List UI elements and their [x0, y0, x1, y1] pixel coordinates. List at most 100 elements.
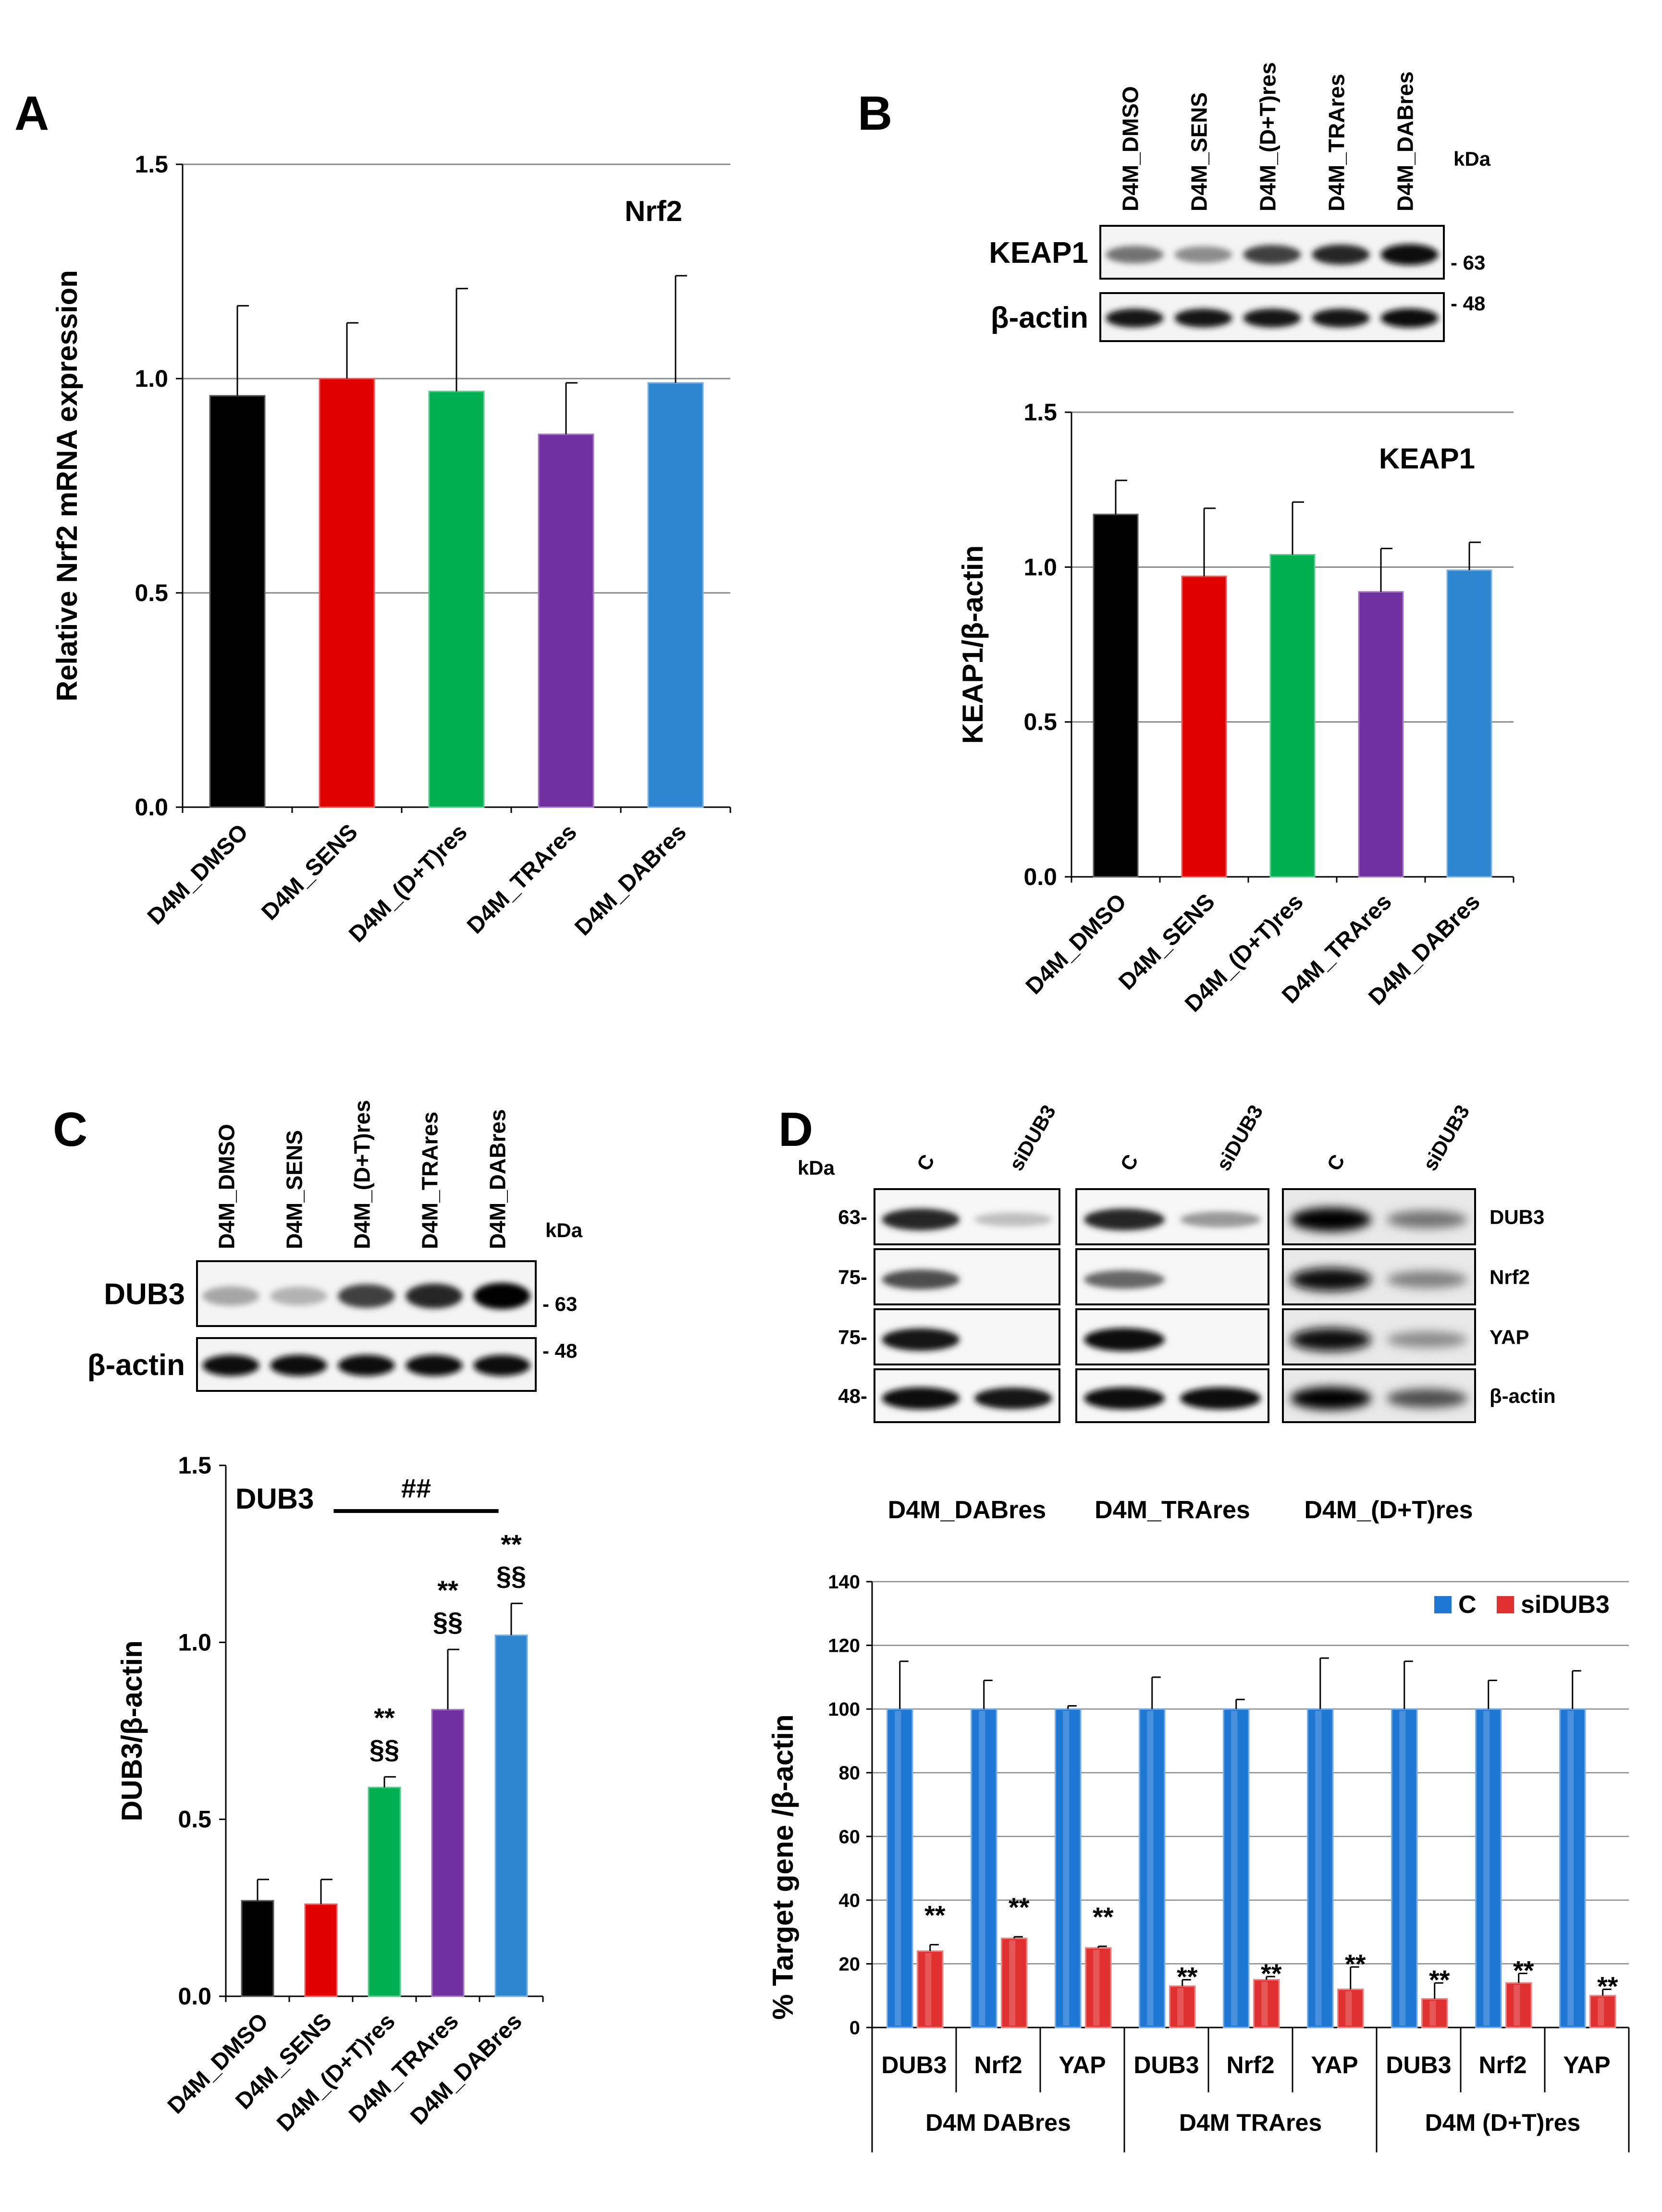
- kda-header: kDa: [545, 1219, 583, 1241]
- x-tick-label: Nrf2: [974, 2052, 1022, 2078]
- y-axis-label: KEAP1/β-actin: [957, 545, 989, 744]
- x-tick-label: D4M_DMSO: [143, 819, 253, 930]
- group-label: D4M_TRAres: [1095, 1496, 1250, 1524]
- bar-highlight: [1177, 1988, 1184, 2026]
- lane-label: siDUB3: [1418, 1101, 1474, 1175]
- bar-d4m-trares: [1358, 591, 1404, 878]
- blot-band: [882, 1387, 960, 1410]
- significance-label: **: [1177, 1962, 1198, 1992]
- panel-label-b: B: [858, 86, 892, 140]
- lane-label: D4M_DABres: [485, 1109, 510, 1249]
- x-tick-label: Nrf2: [1226, 2052, 1274, 2078]
- blot-band: [1291, 1207, 1371, 1232]
- chart-sidub3-knockdown: 0 20 40 60 80 100 120 140 ** DUB3 ** Nrf2 ** YAP ** DUB…: [767, 1572, 1630, 2152]
- chart-title: KEAP1: [1379, 442, 1475, 475]
- blot-band: [1180, 1211, 1261, 1228]
- significance-label: **: [1093, 1902, 1114, 1932]
- bar-highlight: [925, 1953, 932, 2026]
- significance-label: **: [437, 1575, 458, 1605]
- x-tick-label: YAP: [1311, 2052, 1358, 2078]
- significance-label: §§: [496, 1561, 526, 1591]
- blot-band: [1084, 1387, 1165, 1410]
- blot-band: [1312, 244, 1370, 265]
- y-tick-label: 0.5: [1023, 709, 1057, 736]
- y-tick-label: 1.5: [1023, 399, 1057, 426]
- bar-d4m-dmso: [241, 1900, 274, 1997]
- blot-band: [1291, 1387, 1371, 1410]
- group-label: D4M TRAres: [1179, 2109, 1322, 2136]
- x-tick-label: YAP: [1563, 2052, 1610, 2078]
- significance-label: §§: [433, 1607, 463, 1637]
- chart-title: Nrf2: [625, 195, 682, 227]
- y-tick-label: 0.5: [178, 1806, 211, 1833]
- panel-label-a: A: [14, 86, 49, 140]
- blot-band: [1106, 308, 1164, 328]
- blot-band: [974, 1212, 1052, 1227]
- lane-label: siDUB3: [1005, 1101, 1060, 1175]
- protein-label: β-actin: [1490, 1385, 1556, 1407]
- y-tick-label: 0: [849, 2017, 860, 2039]
- blot-band: [473, 1355, 530, 1376]
- blot-band: [1180, 1387, 1261, 1410]
- bar-highlight: [1009, 1940, 1016, 2026]
- chart-nrf2-mrna: 0.0 0.5 1.0 1.5 D4M_DMSO D4M_SENSD4M_(D+T)res…: [51, 151, 731, 947]
- lane-label: D4M_DABres: [1393, 72, 1418, 211]
- blot-band: [1084, 1328, 1165, 1352]
- significance-label: **: [1009, 1892, 1030, 1922]
- chart-keap1-quant: 0.00.51.01.5D4M_DMSOD4M_SENSD4M_(D+T)res…: [957, 399, 1514, 1017]
- x-tick-label: D4M_(D+T)res: [344, 819, 472, 947]
- blot-band: [1387, 1331, 1467, 1348]
- protein-label: YAP: [1490, 1326, 1529, 1349]
- significance-label: **: [1261, 1958, 1282, 1989]
- legend-swatch-sidub3: [1497, 1596, 1514, 1613]
- blot-band: [882, 1208, 960, 1231]
- blot-band: [1387, 1271, 1467, 1289]
- lane-label: D4M_(D+T)res: [1256, 62, 1280, 211]
- blot-band: [1380, 308, 1439, 328]
- bar-d4m-dabres: [647, 382, 704, 808]
- lane-label: D4M_SENS: [1187, 92, 1212, 211]
- panel-label-d: D: [778, 1103, 813, 1156]
- lane-label: siDUB3: [1212, 1101, 1267, 1175]
- bar-highlight: [1483, 1711, 1490, 2026]
- bar-highlight: [1514, 1985, 1520, 2026]
- bar-d4m-dabres: [494, 1634, 528, 1997]
- panel-label-c: C: [53, 1103, 87, 1156]
- significance-label: **: [501, 1529, 522, 1559]
- blot-band: [270, 1286, 327, 1306]
- legend-label-sidub3: siDUB3: [1521, 1591, 1610, 1619]
- bar-d4m-dmso: [209, 395, 266, 808]
- x-tick-label: DUB3: [1386, 2052, 1451, 2078]
- y-tick-label: 0.0: [135, 794, 168, 821]
- blot-band: [1106, 246, 1164, 264]
- bar-d4m-trares: [538, 433, 594, 808]
- kda-marker: 48-: [838, 1385, 867, 1407]
- blot-band: [270, 1355, 327, 1376]
- lane-label: D4M_TRAres: [1324, 74, 1349, 211]
- significance-label: **: [1513, 1955, 1534, 1985]
- y-axis-label: % Target gene /β-actin: [767, 1714, 799, 2020]
- bar-d4m-d-t-res: [368, 1786, 401, 1997]
- x-tick-label: D4M_DABres: [570, 819, 691, 941]
- protein-label: Nrf2: [1490, 1266, 1530, 1289]
- x-tick-label: D4M_SENS: [257, 819, 362, 925]
- blot-band: [202, 1355, 259, 1376]
- kda-marker: - 63: [542, 1293, 577, 1315]
- blot-band: [1174, 246, 1232, 263]
- blot-band: [1174, 308, 1232, 328]
- kda-marker: - 48: [1451, 292, 1485, 315]
- significance-label: **: [1429, 1965, 1450, 1995]
- bar-highlight: [1429, 2001, 1436, 2026]
- bar-d4m-d-t-res: [1269, 554, 1316, 878]
- kda-marker: - 48: [542, 1339, 577, 1362]
- x-tick-label: D4M_TRAres: [344, 2008, 464, 2128]
- kda-header: kDa: [798, 1156, 835, 1179]
- y-tick-label: 80: [839, 1763, 861, 1784]
- lane-label: C: [1116, 1151, 1143, 1175]
- x-tick-label: D4M_DABres: [406, 2008, 527, 2130]
- group-label: D4M DABres: [925, 2109, 1071, 2136]
- lane-label: C: [1322, 1151, 1349, 1175]
- y-tick-label: 1.0: [135, 365, 168, 392]
- blot-band: [1291, 1268, 1371, 1291]
